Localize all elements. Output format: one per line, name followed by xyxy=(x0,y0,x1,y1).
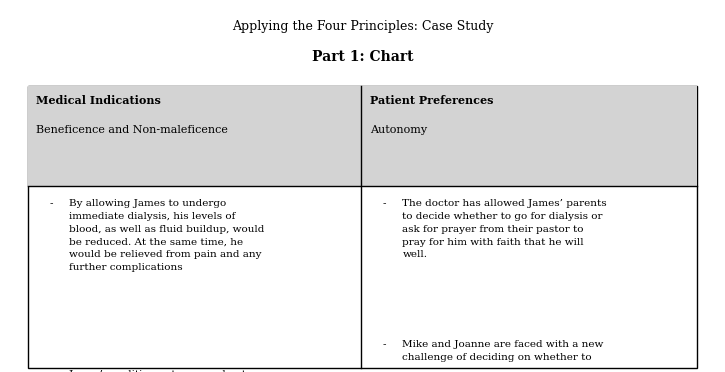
Text: The doctor has allowed James’ parents
to decide whether to go for dialysis or
as: The doctor has allowed James’ parents to… xyxy=(402,199,607,259)
Text: Medical Indications: Medical Indications xyxy=(36,95,161,106)
Text: -: - xyxy=(49,199,53,208)
Text: Applying the Four Principles: Case Study: Applying the Four Principles: Case Study xyxy=(232,20,493,33)
Text: Autonomy: Autonomy xyxy=(370,125,427,135)
Bar xyxy=(28,86,697,368)
Text: Mike and Joanne are faced with a new
challenge of deciding on whether to: Mike and Joanne are faced with a new cha… xyxy=(402,340,604,362)
Text: By allowing James to undergo
immediate dialysis, his levels of
blood, as well as: By allowing James to undergo immediate d… xyxy=(69,199,264,272)
Text: -: - xyxy=(49,370,53,372)
Text: Beneficence and Non-maleficence: Beneficence and Non-maleficence xyxy=(36,125,228,135)
Text: Part 1: Chart: Part 1: Chart xyxy=(312,50,413,64)
Text: James’ condition gets worse due to a: James’ condition gets worse due to a xyxy=(69,370,262,372)
Bar xyxy=(28,86,697,186)
Text: -: - xyxy=(383,199,386,208)
Text: Patient Preferences: Patient Preferences xyxy=(370,95,493,106)
Text: -: - xyxy=(383,340,386,349)
